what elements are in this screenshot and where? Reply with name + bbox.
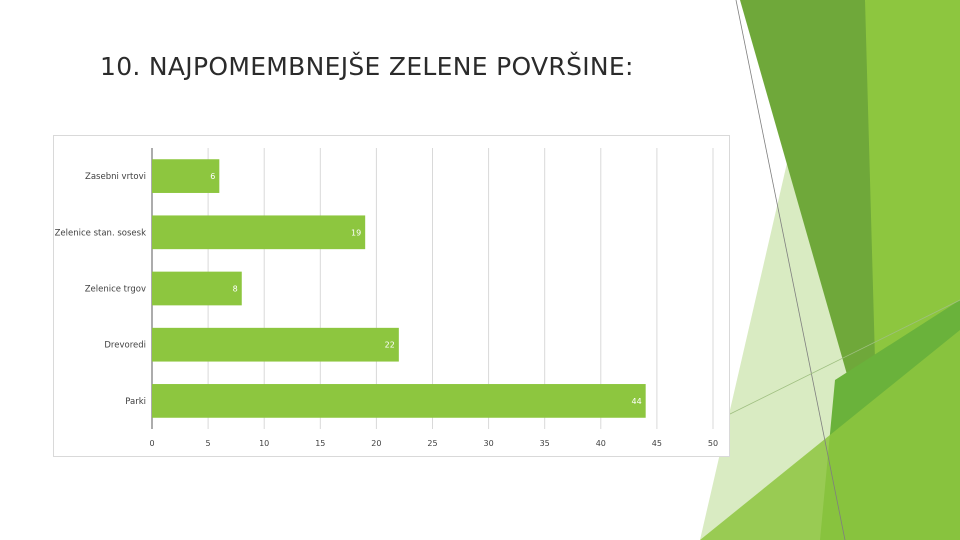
data-label: 22 <box>385 341 395 350</box>
category-label: Parki <box>125 397 146 407</box>
bar <box>152 215 366 250</box>
x-tick-label: 5 <box>206 439 211 448</box>
data-label: 44 <box>631 397 641 406</box>
category-label: Zelenice trgov <box>85 285 146 295</box>
x-tick-label: 45 <box>652 439 662 448</box>
category-label: Drevoredi <box>104 341 146 351</box>
data-label: 6 <box>210 172 215 181</box>
x-tick-label: 25 <box>427 439 437 448</box>
x-tick-label: 35 <box>540 439 550 448</box>
data-label: 8 <box>233 285 238 294</box>
bar <box>152 384 646 418</box>
bar <box>152 271 242 306</box>
bar <box>152 159 220 193</box>
chart-frame: 0 5 10 15 20 25 30 35 40 45 50 Zasebni vrtovi 6 Zelen… <box>53 135 730 457</box>
category-label: Zasebni vrtovi <box>85 172 146 182</box>
x-tick-label: 40 <box>596 439 606 448</box>
bar-chart: 0 5 10 15 20 25 30 35 40 45 50 Zasebni vrtovi 6 Zelen… <box>55 148 718 448</box>
x-tick-label: 50 <box>708 439 718 448</box>
x-tick-label: 20 <box>371 439 381 448</box>
bar <box>152 327 399 362</box>
x-tick-label: 30 <box>484 439 494 448</box>
x-tick-label: 0 <box>149 439 154 448</box>
data-label: 19 <box>351 228 361 237</box>
deco-thin-line-2 <box>727 299 960 416</box>
category-label: Zelenice stan. sosesk <box>55 228 146 238</box>
x-tick-label: 15 <box>315 439 325 448</box>
slide-title: 10. NAJPOMEMBNEJŠE ZELENE POVRŠINE: <box>100 52 634 81</box>
deco-thin-line <box>735 0 846 540</box>
deco-bright-green-triangle <box>700 330 960 540</box>
x-tick-label: 10 <box>259 439 269 448</box>
